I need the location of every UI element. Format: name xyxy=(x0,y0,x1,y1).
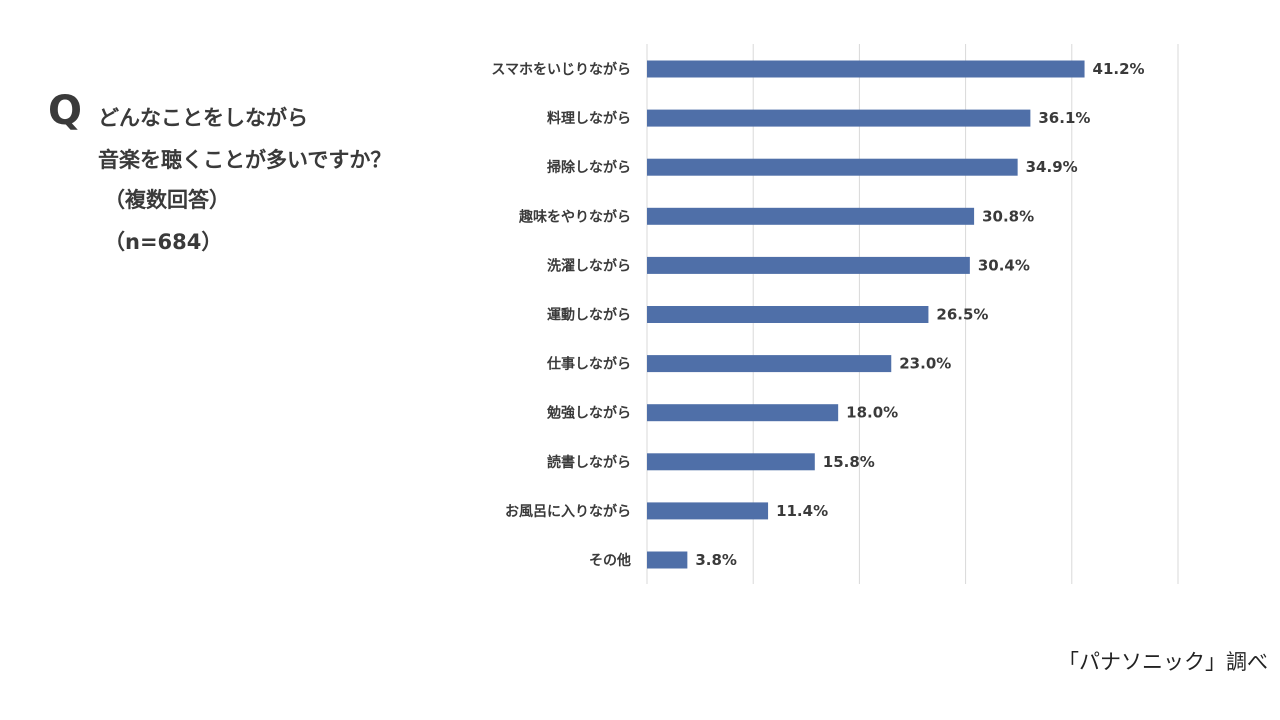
bar xyxy=(647,551,688,569)
category-label: 掃除しながら xyxy=(547,159,631,176)
bar xyxy=(647,109,1031,127)
value-label: 11.4% xyxy=(776,502,828,520)
category-label: 勉強しながら xyxy=(546,405,631,422)
bar xyxy=(647,207,975,225)
bar xyxy=(647,502,769,520)
category-label: スマホをいじりながら xyxy=(491,61,631,78)
category-label: 運動しながら xyxy=(547,307,631,324)
category-label: 洗濯しながら xyxy=(547,257,631,274)
value-label: 3.8% xyxy=(695,551,737,569)
bar xyxy=(647,60,1085,78)
value-label: 34.9% xyxy=(1026,158,1078,176)
value-label: 15.8% xyxy=(823,453,875,471)
value-label: 23.0% xyxy=(899,355,951,373)
value-label: 36.1% xyxy=(1038,109,1090,127)
bar xyxy=(647,158,1018,176)
bar xyxy=(647,404,839,422)
question-line-1: どんなことをしながら xyxy=(98,106,308,130)
category-label: 料理しながら xyxy=(547,110,631,127)
value-label: 26.5% xyxy=(936,306,988,324)
category-label: 仕事しながら xyxy=(546,356,631,373)
category-label: 読書しながら xyxy=(547,454,631,471)
question-note: （複数回答） xyxy=(104,188,230,212)
bar xyxy=(647,453,815,471)
bar xyxy=(647,355,892,373)
value-label: 41.2% xyxy=(1093,60,1145,78)
value-label: 18.0% xyxy=(846,404,898,422)
question-line-2: 音楽を聴くことが多いですか？ xyxy=(98,148,392,172)
bar xyxy=(647,256,970,274)
value-label: 30.8% xyxy=(982,207,1034,225)
category-label: お風呂に入りながら xyxy=(505,503,631,520)
category-label: その他 xyxy=(589,552,631,569)
category-label: 趣味をやりながら xyxy=(518,208,631,225)
bar xyxy=(647,306,929,323)
sample-size: （n=684） xyxy=(104,230,223,254)
value-label: 30.4% xyxy=(978,256,1030,274)
source-credit: 「パナソニック」調べ xyxy=(1058,650,1268,674)
question-mark: Q xyxy=(48,88,83,134)
